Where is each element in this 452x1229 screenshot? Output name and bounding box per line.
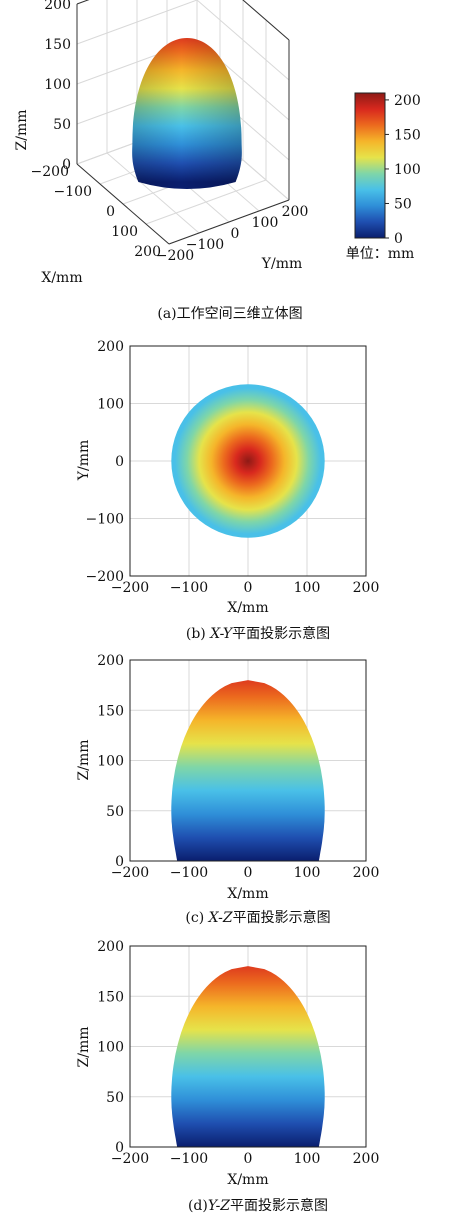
x-tick-label: 200 <box>353 1151 380 1167</box>
colorbar-gradient <box>354 92 386 239</box>
grid-xz <box>196 0 290 81</box>
colorbar-tick-label: 100 <box>394 162 421 178</box>
z-tick-label: 50 <box>53 117 71 133</box>
y-tick-label: 0 <box>231 226 240 242</box>
x-tick-label: −200 <box>111 1151 149 1167</box>
x-tick-label: 200 <box>353 865 380 881</box>
y-tick-label: 100 <box>97 397 124 413</box>
panel-xz-projection: −200 −100 0 100 200 0 50 100 150 200 X/mm Z/mm (c… <box>76 653 379 926</box>
y-tick-label: 100 <box>97 1040 124 1056</box>
x-tick-label: −100 <box>170 1151 208 1167</box>
colorbar: 0 50 100 150 200 单位：mm <box>346 92 421 262</box>
x-tick-label: 100 <box>111 224 138 240</box>
colorbar-ticks: 0 50 100 150 200 <box>385 93 421 247</box>
y-tick-label: 200 <box>97 653 124 669</box>
y-tick-label: 150 <box>97 703 124 719</box>
x-axis-label: X/mm <box>227 886 268 902</box>
x-tick-label: 0 <box>244 865 253 881</box>
colorbar-tick-label: 200 <box>394 93 421 109</box>
x-tick-label: 200 <box>134 244 161 260</box>
colorbar-tick-label: 50 <box>394 196 412 212</box>
y-tick-label: 200 <box>97 939 124 955</box>
x-axis-label: X/mm <box>41 270 82 286</box>
caption-c: (c) X-Z平面投影示意图 <box>185 909 330 926</box>
x-tick-label: 200 <box>353 580 380 596</box>
axes-box-edge <box>242 0 290 41</box>
x-tick-label: −100 <box>170 865 208 881</box>
workspace-3d-surface <box>132 38 242 189</box>
x-tick-label: 0 <box>106 204 115 220</box>
y-tick-label: 100 <box>252 215 279 231</box>
x-tick-label: −100 <box>54 184 92 200</box>
y-axis-label: Z/mm <box>76 1027 92 1068</box>
y-tick-label: 200 <box>97 339 124 355</box>
dome-shading <box>132 38 242 189</box>
x-tick-label: −200 <box>111 580 149 596</box>
plot-frame <box>129 345 367 577</box>
x-tick-label: 100 <box>294 580 321 596</box>
x-tick-label: 100 <box>294 865 321 881</box>
y-tick-label: 0 <box>115 854 124 870</box>
y-tick-label: 200 <box>282 204 309 220</box>
y-tick-label: 100 <box>97 754 124 770</box>
z-axis-label: Z/mm <box>14 110 30 151</box>
x-tick-label: −200 <box>111 865 149 881</box>
x-tick-label: 0 <box>244 580 253 596</box>
x-axis-label: X/mm <box>227 600 268 616</box>
projection-profile <box>171 966 325 1147</box>
y-axis-label: Y/mm <box>76 440 92 482</box>
y-tick-label: −100 <box>86 512 124 528</box>
z-tick-label: 0 <box>62 157 71 173</box>
xz-plot-area: −200 −100 0 100 200 0 50 100 150 200 <box>97 653 379 881</box>
y-tick-label: −200 <box>86 569 124 585</box>
z-tick-label: 100 <box>44 77 71 93</box>
panel-xy-projection: −200 −100 0 100 200 −200 −100 0 100 200 X/mm Y/mm… <box>76 339 379 642</box>
y-axis-label: Y/mm <box>261 256 303 272</box>
caption-a: (a)工作空间三维立体图 <box>157 306 302 322</box>
y-tick-label: 150 <box>97 989 124 1005</box>
y-tick-label: 0 <box>115 1140 124 1156</box>
y-tick-label: −100 <box>186 237 224 253</box>
grid-floor <box>145 179 267 225</box>
panel-yz-projection: −200 −100 0 100 200 0 50 100 150 200 X/mm Z/mm (d… <box>76 939 379 1214</box>
caption-b: (b) X-Y平面投影示意图 <box>186 625 330 642</box>
z-tick-label: 200 <box>44 0 71 13</box>
y-tick-label: 0 <box>115 454 124 470</box>
xy-projection-disk <box>171 384 325 538</box>
plot-frame <box>129 945 367 1148</box>
caption-d: (d)Y-Z平面投影示意图 <box>188 1197 328 1214</box>
x-tick-label: 100 <box>294 1151 321 1167</box>
z-tick-label: 150 <box>44 37 71 53</box>
y-tick-label: −200 <box>156 248 194 264</box>
colorbar-tick-label: 150 <box>394 127 421 143</box>
yz-plot-area: −200 −100 0 100 200 0 50 100 150 200 <box>97 939 379 1167</box>
xy-plot-area: −200 −100 0 100 200 −200 −100 0 100 200 <box>86 339 380 596</box>
y-axis-label: Z/mm <box>76 740 92 781</box>
x-tick-label: −100 <box>170 580 208 596</box>
x-tick-label: 0 <box>244 1151 253 1167</box>
y-tick-label: 50 <box>106 804 124 820</box>
axes-box-edge <box>76 163 170 245</box>
colorbar-tick-label: 0 <box>394 231 403 247</box>
axes-box-edge <box>168 199 290 245</box>
x-axis-label: X/mm <box>227 1172 268 1188</box>
projection-profile <box>171 680 325 861</box>
y-tick-label: 50 <box>106 1090 124 1106</box>
3d-tick-labels: 050100150200−200−1000100200−200−10001002… <box>31 0 309 264</box>
panel-3d-workspace: 050100150200−200−1000100200−200−10001002… <box>14 0 421 322</box>
x-tick-label: −200 <box>31 164 69 180</box>
grid-yz <box>76 0 198 45</box>
plot-frame <box>129 659 367 862</box>
colorbar-unit-label: 单位：mm <box>346 246 415 262</box>
